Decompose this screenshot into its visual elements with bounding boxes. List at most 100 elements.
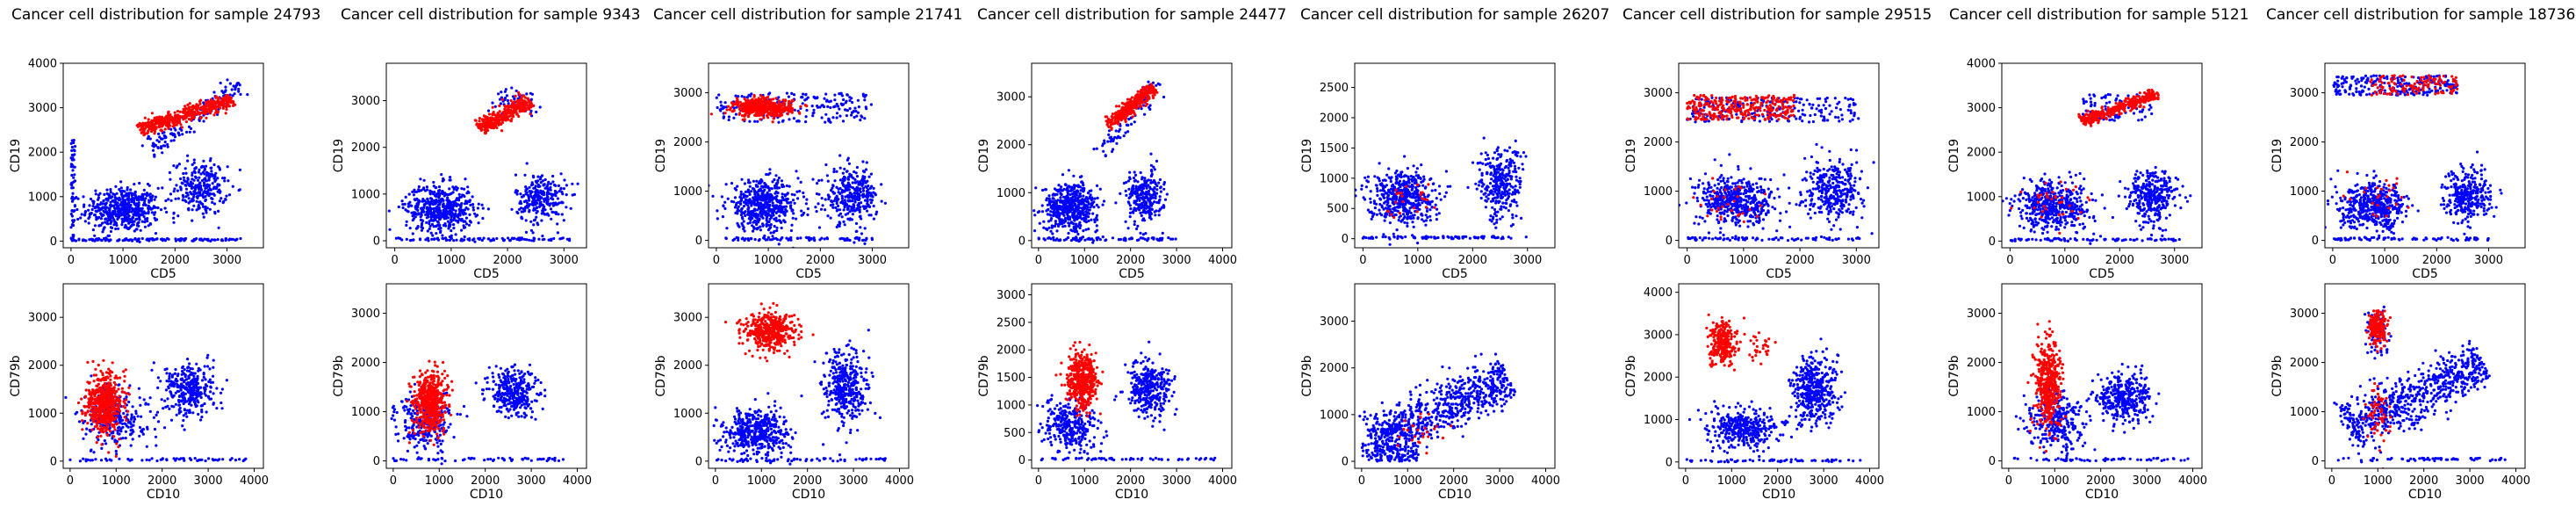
axes-frame [708, 62, 910, 249]
normal-cell-point [1054, 199, 1057, 203]
normal-cell-point [853, 204, 856, 207]
normal-cell-point [198, 191, 202, 194]
normal-cell-point [73, 179, 77, 183]
normal-cell-point [741, 217, 745, 221]
cancer-cell-point [205, 108, 208, 112]
normal-cell-point [546, 188, 550, 192]
normal-cell-point [461, 193, 464, 197]
normal-cell-point [181, 182, 184, 185]
cancer-cell-point [768, 111, 773, 114]
cancer-cell-point [473, 119, 477, 122]
normal-cell-point [820, 104, 824, 107]
cancer-cell-point [493, 118, 497, 122]
normal-cell-point [510, 207, 514, 211]
normal-cell-point [418, 238, 422, 242]
normal-cell-point [182, 171, 185, 176]
normal-cell-point [804, 202, 809, 206]
normal-cell-point [441, 234, 444, 237]
normal-cell-point [779, 205, 782, 208]
normal-cell-point [786, 192, 789, 195]
normal-cell-point [543, 177, 547, 182]
normal-cell-point [126, 188, 129, 192]
normal-cell-point [507, 236, 510, 240]
normal-cell-point [1055, 229, 1059, 233]
normal-cell-point [425, 206, 429, 209]
normal-cell-point [1072, 184, 1076, 187]
cancer-cell-point [494, 123, 498, 127]
normal-cell-point [812, 95, 816, 98]
normal-cell-point [789, 238, 793, 242]
cancer-cell-point [183, 117, 187, 120]
normal-cell-point [523, 173, 527, 177]
normal-cell-point [125, 194, 128, 198]
normal-cell-point [773, 177, 776, 182]
normal-cell-point [111, 215, 114, 220]
normal-cell-point [122, 211, 126, 214]
normal-cell-point [805, 198, 809, 201]
normal-cell-point [184, 171, 188, 175]
normal-cell-point [844, 195, 847, 199]
normal-cell-point [176, 189, 179, 192]
normal-cell-point [1056, 215, 1061, 220]
normal-cell-point [216, 177, 219, 180]
normal-cell-point [1089, 193, 1092, 197]
normal-cell-point [758, 238, 761, 242]
normal-cell-point [780, 199, 783, 202]
normal-cell-point [429, 231, 433, 235]
normal-cell-point [466, 207, 470, 211]
normal-cell-point [1045, 199, 1048, 202]
normal-cell-point [750, 92, 753, 96]
normal-cell-point [855, 208, 859, 212]
cancer-cell-point [799, 105, 802, 108]
normal-cell-point [137, 221, 140, 224]
normal-cell-point [1051, 200, 1054, 204]
cancer-cell-point [522, 99, 526, 103]
normal-cell-point [560, 213, 564, 216]
normal-cell-point [528, 185, 531, 189]
normal-cell-point [239, 92, 242, 96]
normal-cell-point [835, 112, 839, 115]
normal-cell-point [868, 205, 872, 208]
normal-cell-point [835, 201, 838, 206]
normal-cell-point [531, 174, 536, 177]
normal-cell-point [1075, 217, 1078, 221]
normal-cell-point [435, 232, 438, 235]
normal-cell-point [527, 199, 531, 202]
normal-cell-point [753, 219, 757, 222]
cancer-cell-point [176, 110, 180, 113]
normal-cell-point [211, 200, 214, 204]
normal-cell-point [80, 213, 83, 216]
normal-cell-point [176, 131, 180, 134]
normal-cell-point [533, 200, 536, 204]
normal-cell-point [505, 94, 509, 98]
subplot-title: Cancer cell distribution for sample 2620… [1300, 6, 1609, 24]
cancer-cell-point [523, 106, 527, 110]
normal-cell-point [777, 243, 781, 246]
normal-cell-point [513, 236, 516, 240]
cancer-cell-point [765, 101, 768, 105]
normal-cell-point [477, 202, 480, 206]
normal-cell-point [1088, 208, 1091, 212]
normal-cell-point [522, 199, 527, 204]
normal-cell-point [109, 229, 113, 234]
normal-cell-point [105, 213, 110, 216]
normal-cell-point [139, 228, 142, 232]
normal-cell-point [199, 202, 204, 206]
normal-cell-point [746, 204, 750, 207]
normal-cell-point [443, 208, 447, 213]
normal-cell-point [202, 159, 205, 163]
cancer-cell-point [790, 100, 794, 104]
normal-cell-point [1033, 209, 1036, 213]
normal-cell-point [202, 119, 205, 123]
normal-cell-point [754, 215, 758, 219]
cancer-cell-point [528, 107, 531, 111]
normal-cell-point [126, 202, 130, 206]
cancer-cell-point [517, 90, 521, 94]
normal-cell-point [213, 179, 217, 183]
normal-cell-point [112, 210, 115, 214]
normal-cell-point [441, 236, 444, 240]
normal-cell-point [798, 190, 802, 193]
normal-cell-point [163, 144, 167, 148]
normal-cell-point [856, 111, 860, 114]
normal-cell-point [70, 173, 74, 177]
